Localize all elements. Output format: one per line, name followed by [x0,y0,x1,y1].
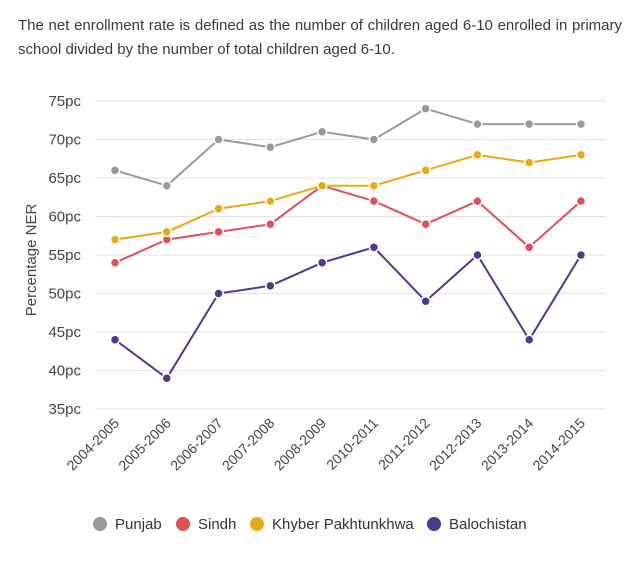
y-tick-label: 55pc [48,247,81,264]
data-point [318,181,327,190]
y-tick-label: 70pc [48,132,81,149]
data-point [421,220,430,229]
data-point [214,289,223,298]
line-chart: 35pc 40pc 45pc 50pc 55pc 60pc 65pc 70pc 75pc Per… [0,0,640,565]
data-point [577,120,586,129]
x-tick-label: 2012-2013 [426,415,485,474]
data-point [214,204,223,213]
legend-label: Khyber Pakhtunkhwa [272,516,414,533]
data-point [525,243,534,252]
series-points [111,104,586,383]
data-point [421,104,430,113]
data-point [162,227,171,236]
legend-label: Balochistan [449,516,527,533]
legend-marker [427,517,441,531]
series-line [115,109,581,186]
x-tick-label: 2011-2012 [375,415,433,473]
data-point [111,166,120,175]
legend-item: Sindh [176,516,236,533]
legend-item: Khyber Pakhtunkhwa [250,516,414,533]
data-point [577,150,586,159]
x-tick-label: 2014-2015 [529,415,588,474]
data-point [369,181,378,190]
data-point [421,297,430,306]
x-tick-label: 2008-2009 [271,415,330,474]
x-tick-label: 2004-2005 [63,415,122,474]
data-point [525,120,534,129]
x-tick-label: 2010-2011 [323,415,381,473]
data-point [162,181,171,190]
y-tick-label: 35pc [48,401,81,418]
data-point [369,197,378,206]
series-lines [115,109,581,379]
data-point [577,251,586,260]
data-point [266,197,275,206]
legend-item: Punjab [93,516,162,533]
data-point [266,143,275,152]
data-point [473,120,482,129]
x-axis-ticks: 2004-20052005-20062006-20072007-20082008… [63,415,588,474]
data-point [266,281,275,290]
data-point [318,127,327,136]
y-tick-label: 50pc [48,286,81,303]
y-tick-label: 40pc [48,363,81,380]
data-point [214,135,223,144]
legend-marker [93,517,107,531]
data-point [111,335,120,344]
legend-marker [176,517,190,531]
legend-label: Punjab [115,516,162,533]
legend-item: Balochistan [427,516,527,533]
series-line [115,155,581,240]
data-point [318,258,327,267]
x-tick-label: 2006-2007 [167,415,226,474]
data-point [473,197,482,206]
data-point [111,235,120,244]
legend: Punjab Sindh Khyber Pakhtunkhwa Balochistan [93,516,527,533]
legend-marker [250,517,264,531]
y-tick-label: 65pc [48,170,81,187]
data-point [525,335,534,344]
data-point [214,227,223,236]
data-point [111,258,120,267]
data-point [369,135,378,144]
y-axis-label: Percentage NER [23,204,40,317]
y-tick-label: 45pc [48,324,81,341]
y-tick-label: 60pc [48,209,81,226]
data-point [577,197,586,206]
y-tick-label: 75pc [48,93,81,110]
data-point [266,220,275,229]
data-point [525,158,534,167]
legend-label: Sindh [198,516,236,533]
data-point [473,150,482,159]
data-point [162,374,171,383]
data-point [369,243,378,252]
data-point [421,166,430,175]
y-axis-ticks: 35pc 40pc 45pc 50pc 55pc 60pc 65pc 70pc 75pc [48,93,81,418]
x-tick-label: 2007-2008 [219,415,278,474]
x-tick-label: 2005-2006 [115,415,174,474]
x-tick-label: 2013-2014 [478,415,537,474]
series-line [115,247,581,378]
data-point [473,251,482,260]
